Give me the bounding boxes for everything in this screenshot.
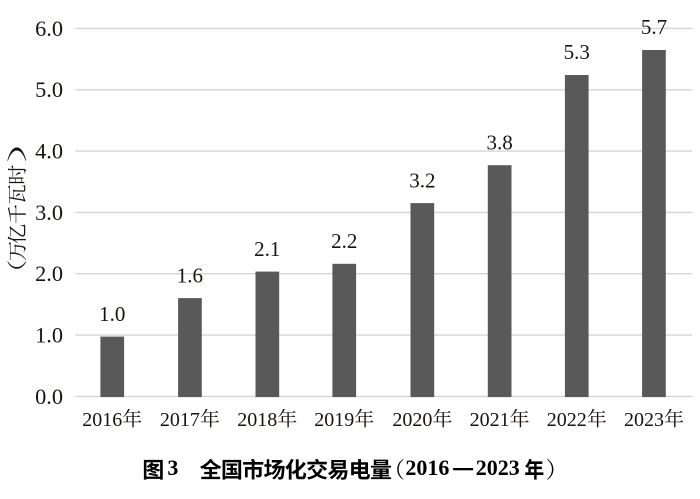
svg-text:2016: 2016 <box>82 409 122 431</box>
svg-text:2023: 2023 <box>476 455 520 480</box>
svg-text:2020: 2020 <box>392 409 432 431</box>
svg-text:2023: 2023 <box>624 409 664 431</box>
svg-text:1.0: 1.0 <box>35 323 63 348</box>
svg-text:5.7: 5.7 <box>641 15 667 39</box>
svg-text:5.0: 5.0 <box>35 77 63 102</box>
svg-text:3.8: 3.8 <box>486 130 512 154</box>
svg-text:3.2: 3.2 <box>409 168 435 192</box>
svg-text:2018: 2018 <box>237 409 277 431</box>
svg-text:2016: 2016 <box>405 455 449 480</box>
svg-text:4.0: 4.0 <box>35 139 63 164</box>
svg-text:2.1: 2.1 <box>254 237 280 261</box>
svg-text:6.0: 6.0 <box>35 16 63 41</box>
svg-text:0.0: 0.0 <box>35 384 63 409</box>
svg-text:3: 3 <box>167 455 178 480</box>
svg-text:1.0: 1.0 <box>99 302 125 326</box>
svg-text:3.0: 3.0 <box>35 200 63 225</box>
svg-text:2.2: 2.2 <box>331 229 357 253</box>
svg-text:2019: 2019 <box>314 409 354 431</box>
svg-text:2017: 2017 <box>160 409 200 431</box>
svg-text:2022: 2022 <box>547 409 587 431</box>
svg-text:2.0: 2.0 <box>35 261 63 286</box>
svg-text:1.6: 1.6 <box>177 263 203 287</box>
svg-text:2021: 2021 <box>470 409 510 431</box>
svg-text:5.3: 5.3 <box>564 40 590 64</box>
